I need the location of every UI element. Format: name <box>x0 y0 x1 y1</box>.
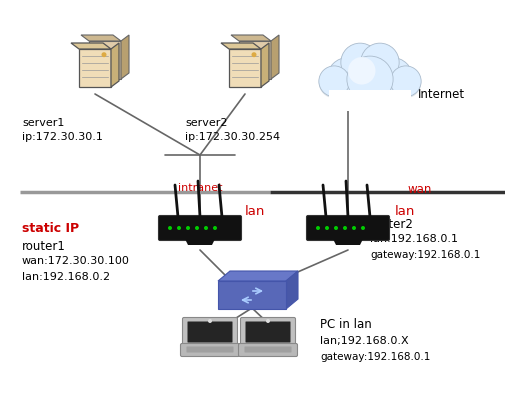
Circle shape <box>347 58 393 104</box>
Text: static IP: static IP <box>22 222 79 235</box>
Polygon shape <box>121 35 129 79</box>
Circle shape <box>177 226 181 230</box>
FancyBboxPatch shape <box>240 318 295 346</box>
Circle shape <box>352 76 388 111</box>
Polygon shape <box>218 271 298 281</box>
Circle shape <box>186 226 190 230</box>
Circle shape <box>251 52 257 57</box>
Text: lan;192.168.0.X: lan;192.168.0.X <box>320 336 409 346</box>
FancyBboxPatch shape <box>244 346 291 353</box>
Text: PC in lan: PC in lan <box>320 318 372 331</box>
Text: server1: server1 <box>22 118 64 128</box>
Text: wan: wan <box>408 183 432 196</box>
Polygon shape <box>79 49 111 87</box>
Circle shape <box>361 43 399 82</box>
Text: router1: router1 <box>22 240 66 253</box>
Circle shape <box>390 67 421 98</box>
Circle shape <box>361 226 365 230</box>
Polygon shape <box>185 239 215 245</box>
FancyBboxPatch shape <box>307 216 389 240</box>
Polygon shape <box>333 239 363 245</box>
Circle shape <box>343 226 347 230</box>
Circle shape <box>342 49 397 104</box>
Circle shape <box>390 66 421 97</box>
Circle shape <box>319 67 349 98</box>
Circle shape <box>327 58 369 99</box>
Circle shape <box>102 52 107 57</box>
Polygon shape <box>81 35 121 41</box>
Circle shape <box>213 226 217 230</box>
Circle shape <box>361 45 399 83</box>
FancyBboxPatch shape <box>329 90 411 111</box>
Text: wan:172.30.30.100: wan:172.30.30.100 <box>22 256 130 266</box>
Polygon shape <box>229 49 261 87</box>
Circle shape <box>371 58 413 99</box>
Circle shape <box>208 319 212 323</box>
Text: server2: server2 <box>185 118 227 128</box>
Circle shape <box>334 226 338 230</box>
Polygon shape <box>261 43 269 87</box>
Circle shape <box>342 48 397 102</box>
Text: Internet: Internet <box>418 88 465 101</box>
Text: ip:172.30.30.1: ip:172.30.30.1 <box>22 132 103 142</box>
Text: intranet: intranet <box>178 183 223 193</box>
FancyBboxPatch shape <box>186 346 233 353</box>
FancyBboxPatch shape <box>238 344 297 357</box>
Circle shape <box>266 319 270 323</box>
Circle shape <box>316 226 320 230</box>
Circle shape <box>319 66 349 97</box>
Polygon shape <box>271 35 279 79</box>
Text: lan:192.168.0.1: lan:192.168.0.1 <box>370 234 458 244</box>
Polygon shape <box>89 41 121 79</box>
Circle shape <box>341 43 379 82</box>
Circle shape <box>348 57 376 85</box>
Polygon shape <box>71 43 111 49</box>
FancyBboxPatch shape <box>182 318 237 346</box>
Circle shape <box>347 56 393 102</box>
Text: router2: router2 <box>370 218 414 231</box>
Polygon shape <box>218 281 286 309</box>
FancyBboxPatch shape <box>245 322 290 342</box>
Circle shape <box>352 74 388 110</box>
FancyBboxPatch shape <box>187 322 232 342</box>
Circle shape <box>195 226 199 230</box>
FancyBboxPatch shape <box>180 344 239 357</box>
FancyBboxPatch shape <box>159 216 241 240</box>
Polygon shape <box>221 43 261 49</box>
Circle shape <box>352 226 356 230</box>
Text: lan:192.168.0.2: lan:192.168.0.2 <box>22 272 110 282</box>
Text: gateway:192.168.0.1: gateway:192.168.0.1 <box>320 352 430 362</box>
Text: lan: lan <box>395 205 416 218</box>
Polygon shape <box>286 271 298 309</box>
Circle shape <box>341 45 379 83</box>
Polygon shape <box>239 41 271 79</box>
Circle shape <box>325 226 329 230</box>
Circle shape <box>371 59 413 101</box>
Text: gateway:192.168.0.1: gateway:192.168.0.1 <box>370 250 480 260</box>
Text: lan: lan <box>245 205 265 218</box>
Text: ip:172.30.30.254: ip:172.30.30.254 <box>185 132 280 142</box>
Polygon shape <box>111 43 119 87</box>
Circle shape <box>327 59 369 101</box>
Polygon shape <box>231 35 271 41</box>
Circle shape <box>204 226 208 230</box>
Circle shape <box>168 226 172 230</box>
